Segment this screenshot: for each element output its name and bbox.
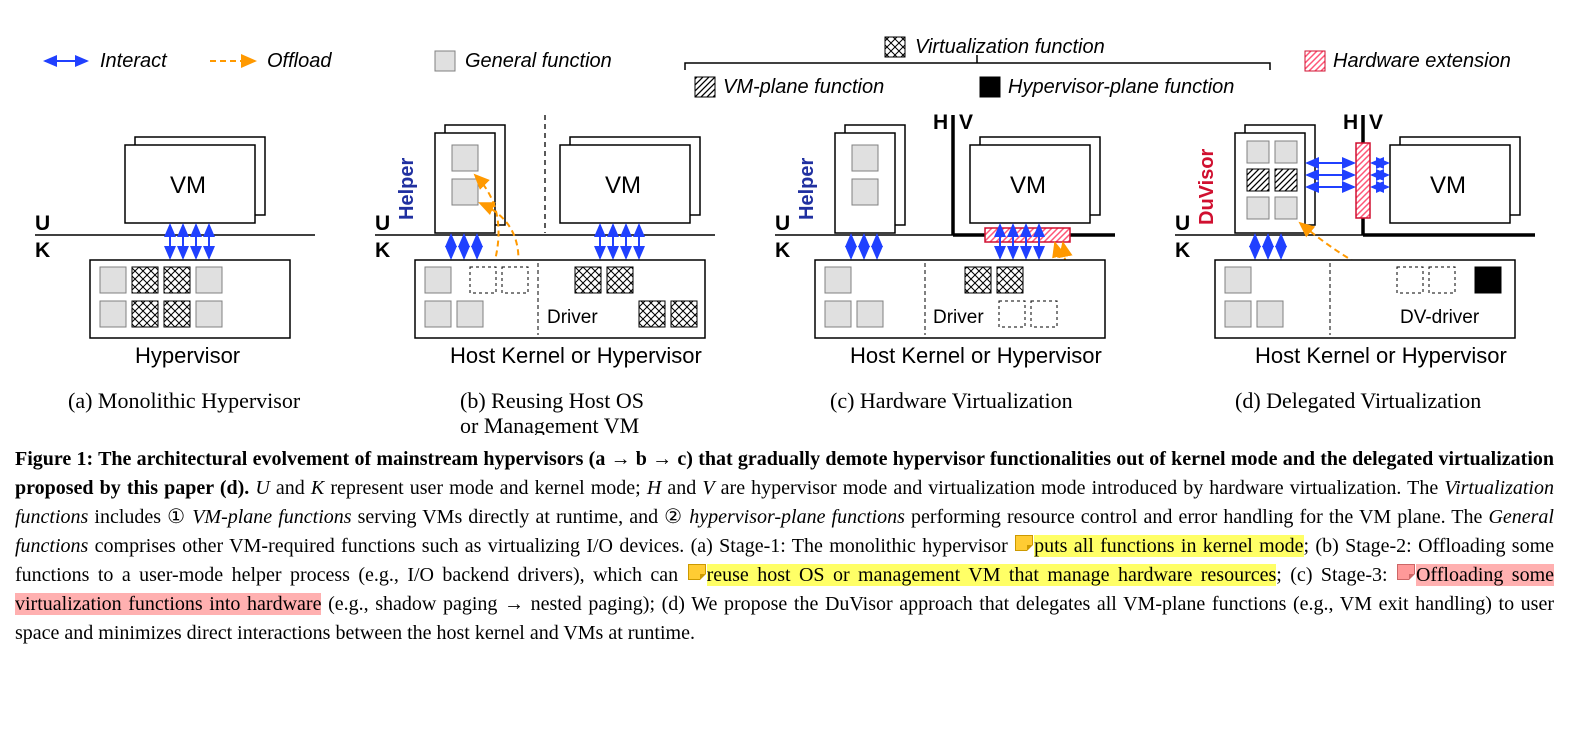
figure-diagram: Interact Offload General function Virtua… [15, 15, 1554, 435]
svg-text:DV-driver: DV-driver [1400, 307, 1480, 328]
svg-text:or Management VM: or Management VM [460, 413, 639, 435]
svg-text:V: V [1369, 111, 1383, 134]
legend-general-label: General function [465, 50, 612, 72]
panel-b: U K Helper VM [375, 115, 715, 435]
svg-text:Host Kernel or Hypervisor: Host Kernel or Hypervisor [1255, 343, 1507, 368]
svg-text:VM: VM [170, 172, 206, 199]
svg-text:U: U [35, 212, 50, 235]
svg-text:K: K [375, 239, 390, 262]
subcaption-b: (b) Reusing Host OS [460, 388, 644, 413]
svg-text:U: U [775, 212, 790, 235]
subcaption-d: (d) Delegated Virtualization [1235, 388, 1481, 413]
svg-text:H: H [933, 111, 948, 134]
svg-text:K: K [35, 239, 50, 262]
svg-text:Hypervisor: Hypervisor [135, 343, 240, 368]
annotation-note-icon [1015, 535, 1033, 551]
legend-virt-label: Virtualization function [915, 36, 1105, 58]
svg-text:Driver: Driver [933, 307, 984, 328]
legend-hypplane-box [980, 77, 1000, 97]
annotation-note-icon [688, 564, 706, 580]
svg-text:U: U [1175, 212, 1190, 235]
hw-ext-strip [985, 228, 1070, 242]
panel-d: U K DuVisor H V VM [1175, 111, 1535, 413]
panel-a: U K VM Hypervisor (a) Monolithic Hypervi… [35, 137, 315, 413]
svg-text:Driver: Driver [547, 307, 598, 328]
legend-hwext-label: Hardware extension [1333, 50, 1511, 72]
legend-virt-bracket [685, 55, 1270, 70]
legend-hwext-box [1305, 51, 1325, 71]
legend-vmplane-label: VM-plane function [723, 76, 884, 98]
svg-text:U: U [375, 212, 390, 235]
legend-offload-label: Offload [267, 50, 332, 72]
svg-text:Host Kernel or Hypervisor: Host Kernel or Hypervisor [850, 343, 1102, 368]
svg-text:DuVisor: DuVisor [1196, 148, 1218, 225]
legend-hypplane-label: Hypervisor-plane function [1008, 76, 1234, 98]
svg-text:V: V [959, 111, 973, 134]
subcaption-c: (c) Hardware Virtualization [830, 388, 1073, 413]
highlight-stage2: reuse host OS or management VM that mana… [707, 564, 1277, 586]
legend-general-box [435, 51, 455, 71]
svg-text:VM: VM [1010, 172, 1046, 199]
legend-interact-label: Interact [100, 50, 168, 72]
subcaption-a: (a) Monolithic Hypervisor [68, 388, 301, 413]
legend-vmplane-box [695, 77, 715, 97]
highlight-stage1: puts all functions in kernel mode [1034, 535, 1303, 557]
svg-text:H: H [1343, 111, 1358, 134]
svg-text:Host Kernel or Hypervisor: Host Kernel or Hypervisor [450, 343, 702, 368]
hw-ext-vert [1356, 143, 1370, 218]
svg-text:VM: VM [1430, 172, 1466, 199]
annotation-note-icon [1397, 564, 1415, 580]
panel-c: U K Helper H V VM [775, 111, 1115, 413]
figure-caption: Figure 1: The architectural evolvement o… [15, 445, 1554, 648]
svg-text:K: K [1175, 239, 1190, 262]
legend-virt-box [885, 37, 905, 57]
svg-text:VM: VM [605, 172, 641, 199]
svg-text:Helper: Helper [796, 158, 818, 220]
svg-text:K: K [775, 239, 790, 262]
svg-text:Helper: Helper [396, 158, 418, 220]
